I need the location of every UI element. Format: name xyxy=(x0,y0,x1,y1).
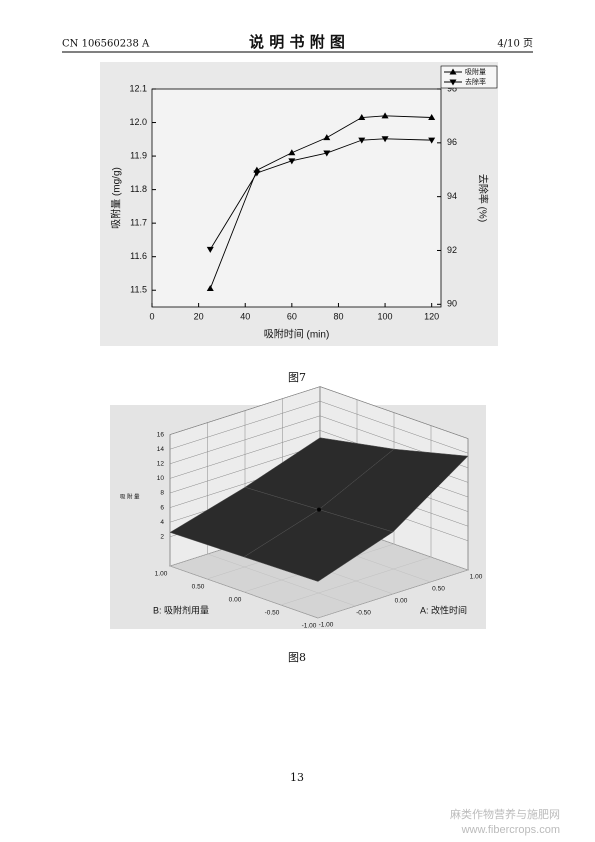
z-tick-label: 8 xyxy=(160,490,164,497)
x-tick-label: 120 xyxy=(424,311,439,321)
z-tick-label: 16 xyxy=(157,431,165,438)
data-point xyxy=(206,285,214,292)
y-tick-label: 11.5 xyxy=(130,285,147,295)
y-tick-label: 11.7 xyxy=(130,218,147,228)
y-tick-label: 12.1 xyxy=(129,83,147,93)
data-point xyxy=(288,158,296,165)
watermark: 麻类作物营养与施肥网 xyxy=(450,807,560,821)
data-point xyxy=(323,150,331,157)
watermark: www.fibercrops.com xyxy=(461,824,560,836)
y2-tick-label: 94 xyxy=(447,191,457,201)
y-tick-label: 0.50 xyxy=(192,584,205,591)
floor-grid-line xyxy=(280,556,432,606)
data-point xyxy=(253,170,261,177)
x-tick-label: 0.50 xyxy=(432,586,445,593)
data-point xyxy=(358,114,366,121)
z-tick-label: 14 xyxy=(157,446,165,453)
x-tick-label: 60 xyxy=(287,311,297,321)
y2-tick-label: 98 xyxy=(447,83,457,93)
x-tick-label: 1.00 xyxy=(470,574,483,581)
y-axis-label: 吸附量 (mg/g) xyxy=(110,167,123,229)
legend-label: 去除率 xyxy=(465,77,486,86)
y2-tick-label: 96 xyxy=(447,137,457,147)
z-tick-label: 12 xyxy=(157,461,165,468)
y-tick-label: 0.00 xyxy=(229,597,242,604)
page-title: 说 明 书 附 图 xyxy=(249,33,345,51)
x-tick-label: 0.00 xyxy=(395,598,408,605)
patent-number: CN 106560238 A xyxy=(62,39,150,50)
z-tick-label: 10 xyxy=(157,475,165,482)
x-tick-label: 100 xyxy=(378,311,393,321)
z-tick-label: 6 xyxy=(160,504,164,511)
y-axis-label: B: 吸附剂用量 xyxy=(153,604,209,615)
y-tick-label: 12.0 xyxy=(129,117,147,127)
x-axis-label: 吸附时间 (min) xyxy=(264,328,330,341)
page-number: 13 xyxy=(290,771,304,784)
legend-marker xyxy=(449,79,457,86)
figure-caption: 图8 xyxy=(288,651,306,664)
x-tick-label: -1.00 xyxy=(319,622,334,629)
y2-tick-label: 90 xyxy=(447,299,457,309)
z-tick-label: 2 xyxy=(160,534,164,541)
x-tick-label: 20 xyxy=(194,311,204,321)
data-point xyxy=(381,136,389,143)
y-tick-label: 11.9 xyxy=(130,150,147,160)
data-point xyxy=(323,134,331,141)
y-tick-label: -1.00 xyxy=(302,623,317,630)
data-point xyxy=(206,246,214,253)
data-point xyxy=(381,112,389,119)
y-tick-label: -0.50 xyxy=(265,610,280,617)
legend-label: 吸附量 xyxy=(465,67,486,76)
z-tick-label: 4 xyxy=(160,519,164,526)
plot-area xyxy=(151,88,442,308)
y2-axis-label: 去除率 (%) xyxy=(476,174,489,222)
data-point xyxy=(358,137,366,144)
z-axis-label: 吸 附 量 xyxy=(120,492,140,500)
x-tick-label: 0 xyxy=(149,311,154,321)
figure-caption: 图7 xyxy=(288,371,306,384)
y-tick-label: 11.6 xyxy=(130,251,147,261)
floor-grid-line xyxy=(317,569,469,619)
page-counter: 4/10 页 xyxy=(497,38,533,50)
y-tick-label: 1.00 xyxy=(155,571,168,578)
y-tick-label: 11.8 xyxy=(130,184,147,194)
data-point xyxy=(428,137,436,144)
y2-tick-label: 92 xyxy=(447,245,457,255)
design-point xyxy=(317,507,321,512)
data-point xyxy=(288,149,296,156)
data-point xyxy=(428,114,436,121)
legend-marker xyxy=(449,68,457,75)
x-axis-label: A: 改性时间 xyxy=(420,604,467,615)
x-tick-label: -0.50 xyxy=(356,610,371,617)
x-tick-label: 80 xyxy=(333,311,343,321)
x-tick-label: 40 xyxy=(240,311,250,321)
